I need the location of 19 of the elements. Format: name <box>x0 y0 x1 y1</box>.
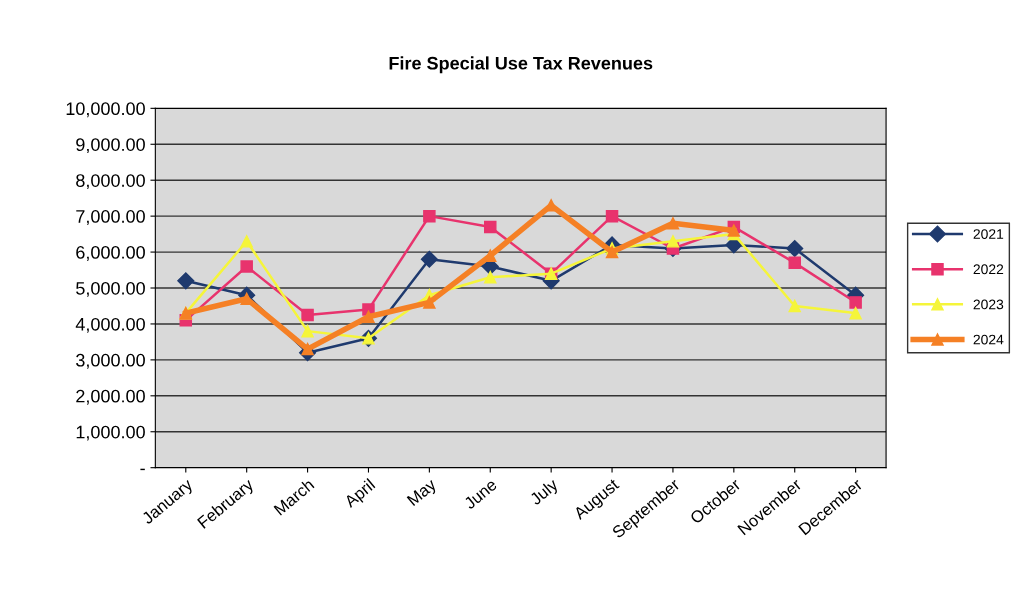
legend-label: 2022 <box>973 264 1004 275</box>
legend-label: 2021 <box>973 229 1004 239</box>
y-tick-label: 7,000.00 <box>76 210 145 225</box>
y-tick-label: - <box>140 468 145 471</box>
x-tick-label: July <box>528 477 562 509</box>
y-tick-label: 5,000.00 <box>76 281 145 297</box>
y-tick-label: 4,000.00 <box>75 317 145 333</box>
y-tick-label: 3,000.00 <box>76 353 145 369</box>
y-tick-label: 8,000.00 <box>76 174 145 190</box>
y-tick-label: 1,000.00 <box>76 425 145 441</box>
x-tick-label: May <box>406 477 440 509</box>
y-tick-label: 10,000.00 <box>66 102 145 118</box>
legend-label: 2023 <box>973 299 1004 310</box>
legend-label: 2024 <box>973 334 1004 345</box>
y-tick-label: 2,000.00 <box>76 389 145 405</box>
x-tick-label: June <box>463 478 498 510</box>
y-tick-label: 6,000.00 <box>76 246 145 261</box>
y-tick-label: 9,000.00 <box>76 138 145 154</box>
chart-title: Fire Special Use Tax Revenues <box>389 56 653 74</box>
